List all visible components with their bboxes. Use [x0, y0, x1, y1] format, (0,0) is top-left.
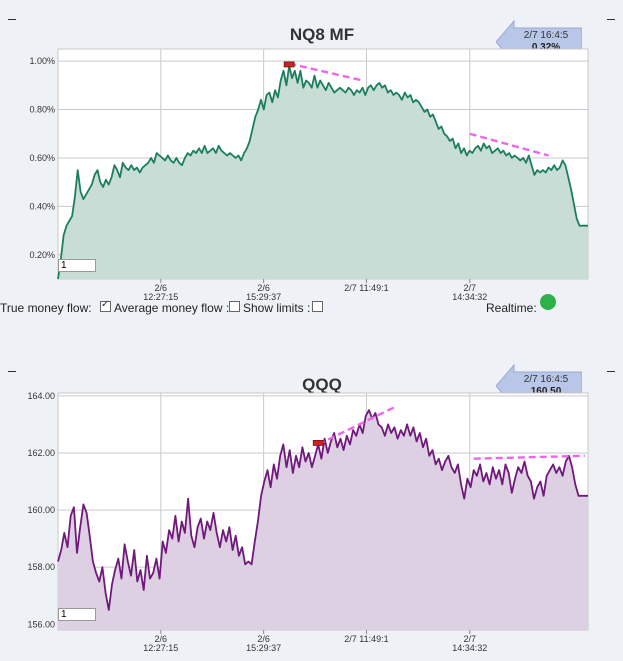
x-tick-label: 2/6 [155, 634, 168, 644]
y-tick-label: 164.00 [27, 391, 55, 401]
y-tick-label: 160.00 [27, 505, 55, 515]
y-tick-label: 0.60% [29, 153, 55, 163]
x-tick-label: 12:27:15 [143, 643, 178, 653]
x-tick-label: 12:27:15 [143, 292, 178, 300]
trendline [473, 454, 585, 460]
x-tick-label: 2/6 [155, 283, 168, 293]
x-tick-label: 15:29:37 [246, 292, 281, 300]
average-money-flow-label: Average money flow : [114, 301, 230, 315]
chart-title: QQQ [302, 375, 342, 394]
signal-marker [312, 439, 324, 446]
x-tick-label: 2/7 11:49:1 [344, 634, 388, 644]
panel-collapse-dash[interactable] [8, 19, 16, 20]
average-money-flow-checkbox[interactable] [229, 301, 240, 312]
plot-area [57, 392, 589, 631]
panel-collapse-dash[interactable] [607, 19, 615, 20]
x-tick-label: 15:29:37 [246, 643, 281, 653]
badge-time: 2/7 16:4:5 [523, 374, 569, 385]
series-area [58, 65, 588, 280]
y-tick-label: 0.40% [29, 201, 55, 211]
y-tick-label: 162.00 [27, 448, 55, 458]
x-tick-label: 2/7 [464, 283, 477, 293]
true-money-flow-checkbox[interactable] [100, 299, 111, 312]
trendline [288, 62, 363, 82]
series-line [57, 65, 588, 280]
badge-value: 160.50 [530, 386, 562, 397]
period-input[interactable] [58, 259, 96, 272]
y-tick-label: 1.00% [29, 56, 55, 66]
x-tick-label: 14:34:32 [452, 643, 487, 653]
trendline [317, 406, 395, 446]
x-tick-label: 2/7 11:49:1 [344, 283, 388, 293]
panel-collapse-dash[interactable] [8, 371, 16, 372]
panel-collapse-dash[interactable] [607, 371, 615, 372]
chart-nq8-mf: 0.20%0.40%0.60%0.80%1.00%2/612:27:152/61… [29, 48, 589, 300]
y-tick-label: 0.20% [29, 250, 55, 260]
x-tick-label: 14:34:32 [452, 292, 487, 300]
trendline [469, 132, 549, 157]
x-tick-label: 2/6 [257, 283, 270, 293]
series-area [58, 410, 588, 630]
badge-time: 2/7 16:4:5 [523, 30, 569, 41]
true-money-flow-label: True money flow: [0, 301, 92, 315]
realtime-label: Realtime: [486, 301, 537, 315]
y-tick-label: 0.80% [29, 105, 55, 115]
signal-marker [283, 61, 295, 68]
chart-title: NQ8 MF [289, 25, 355, 44]
period-input[interactable] [58, 608, 96, 621]
y-tick-label: 158.00 [27, 562, 55, 572]
series-line [57, 409, 588, 611]
badge-value: 0.32% [531, 42, 561, 53]
last-value-badge: 2/7 16:4:5 160.50 [496, 362, 582, 409]
show-limits-checkbox[interactable] [312, 301, 323, 312]
x-tick-label: 2/7 [464, 634, 477, 644]
x-tick-label: 2/6 [257, 634, 270, 644]
realtime-status-dot[interactable] [540, 294, 556, 310]
show-limits-label: Show limits : [243, 301, 311, 315]
controls-row: True money flow: Average money flow : Sh… [0, 299, 623, 317]
y-tick-label: 156.00 [27, 619, 55, 629]
